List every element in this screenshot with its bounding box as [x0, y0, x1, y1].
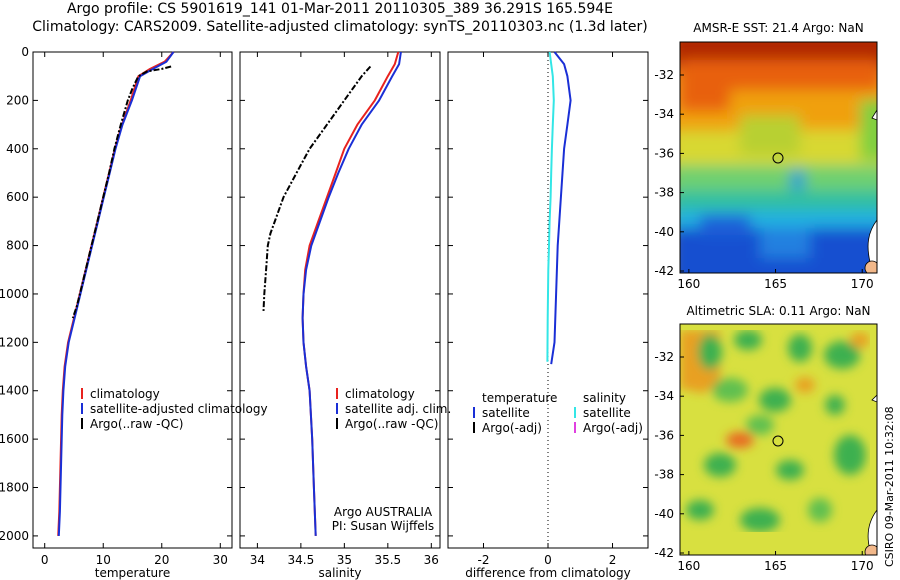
map-axes-1: 160 165 170 -32 -34 -36 -38 -40 -42	[654, 68, 873, 291]
y-tick-label: -32	[654, 350, 674, 364]
argo-float-marker	[772, 435, 784, 447]
x-tick-label: 170	[851, 559, 874, 573]
argo-float-marker	[772, 152, 784, 164]
x-axis-label: salinity	[318, 566, 361, 580]
x-axis-label: difference from climatology	[465, 566, 631, 580]
annotation-text: PI: Susan Wijffels	[332, 519, 434, 533]
x-tick-label: 35	[337, 553, 352, 567]
legend-label: Argo(-adj)	[482, 421, 542, 435]
legend-label: satellite	[482, 406, 530, 420]
legend-label: satellite	[583, 406, 631, 420]
sla-map	[679, 323, 878, 556]
sst-map	[679, 41, 878, 274]
title-line-2: Climatology: CARS2009. Satellite-adjuste…	[32, 19, 648, 35]
y-tick-label: -40	[654, 507, 674, 521]
x-tick-label: 10	[96, 553, 111, 567]
map-axes-2: 160 165 170 -32 -34 -36 -38 -40 -42	[654, 350, 873, 573]
figure-title: Argo profile: CS 5901619_141 01-Mar-2011…	[0, 0, 680, 36]
x-tick-label: 165	[764, 559, 787, 573]
series-line-1	[550, 51, 572, 365]
x-axis-label: temperature	[95, 566, 170, 580]
x-tick-label: 30	[213, 553, 228, 567]
series-line-2	[57, 51, 175, 536]
legend-label: satellite-adjusted climatology	[90, 402, 268, 416]
y-tick-label: 400	[6, 142, 29, 156]
series-line-2	[546, 51, 555, 362]
legend-label: climatology	[345, 387, 415, 401]
x-tick-label: 160	[677, 277, 700, 291]
x-tick-label: 36	[424, 553, 439, 567]
x-tick-label: 0	[544, 553, 552, 567]
y-tick-label: 800	[6, 239, 29, 253]
y-tick-label: 2000	[0, 529, 29, 543]
y-tick-label: 600	[6, 190, 29, 204]
y-tick-label: 1600	[0, 432, 29, 446]
legend-label: Argo(-adj)	[583, 421, 643, 435]
x-tick-label: 2	[609, 553, 617, 567]
credit-label: CSIRO 09-Mar-2011 10:32:08	[883, 406, 896, 567]
x-tick-label: 20	[154, 553, 169, 567]
y-tick-label: -34	[654, 107, 674, 121]
x-tick-label: 160	[677, 559, 700, 573]
profile-panel-1: 0 10 20 30 0 200 400 600 800 1000 1200 1400 1600 1800…	[0, 45, 268, 580]
y-tick-label: -38	[654, 468, 674, 482]
y-tick-label: -42	[654, 546, 674, 560]
series-line-3	[262, 65, 372, 311]
y-tick-label: 1000	[0, 287, 29, 301]
y-tick-label: -40	[654, 225, 674, 239]
y-tick-label: -36	[654, 428, 674, 442]
y-tick-label: 200	[6, 93, 29, 107]
series-line-3	[71, 65, 172, 319]
profile-panel-2: 34 34.5 35 35.5 36 salinity climatologysatelli…	[239, 51, 451, 580]
y-tick-label: -42	[654, 264, 674, 278]
title-line-1: Argo profile: CS 5901619_141 01-Mar-2011…	[66, 1, 614, 17]
x-tick-label: 0	[41, 553, 49, 567]
legend-label: satellite adj. clim.	[345, 402, 451, 416]
y-tick-label: 1200	[0, 335, 29, 349]
legend-label: Argo(..raw -QC)	[345, 417, 438, 431]
y-tick-label: 1800	[0, 481, 29, 495]
legend-heading: salinity	[583, 391, 626, 405]
series-line-1	[301, 51, 400, 536]
x-tick-label: 35.5	[374, 553, 401, 567]
x-tick-label: 170	[851, 277, 874, 291]
x-tick-label: 34	[250, 553, 265, 567]
y-tick-label: -34	[654, 389, 674, 403]
legend-heading: temperature	[482, 391, 557, 405]
profile-panels: 0 10 20 30020040060080010001200140016001800…	[0, 45, 649, 580]
plot-frame	[239, 51, 441, 549]
x-tick-label: 34.5	[288, 553, 315, 567]
x-tick-label: -2	[477, 553, 489, 567]
y-tick-label: 0	[21, 45, 29, 59]
series-line-2	[301, 51, 402, 536]
y-tick-label: -38	[654, 186, 674, 200]
sst-map-title: AMSR-E SST: 21.4 Argo: NaN	[693, 21, 864, 35]
annotation-text: Argo AUSTRALIA	[334, 505, 433, 519]
legend-label: Argo(..raw -QC)	[90, 417, 183, 431]
series-line-1	[57, 51, 175, 536]
y-tick-label: 1400	[0, 384, 29, 398]
legend-label: climatology	[90, 387, 160, 401]
x-tick-label: 165	[764, 277, 787, 291]
y-tick-label: -36	[654, 146, 674, 160]
plot-frame	[32, 51, 233, 549]
y-tick-label: -32	[654, 68, 674, 82]
sla-map-title: Altimetric SLA: 0.11 Argo: NaN	[686, 304, 871, 318]
